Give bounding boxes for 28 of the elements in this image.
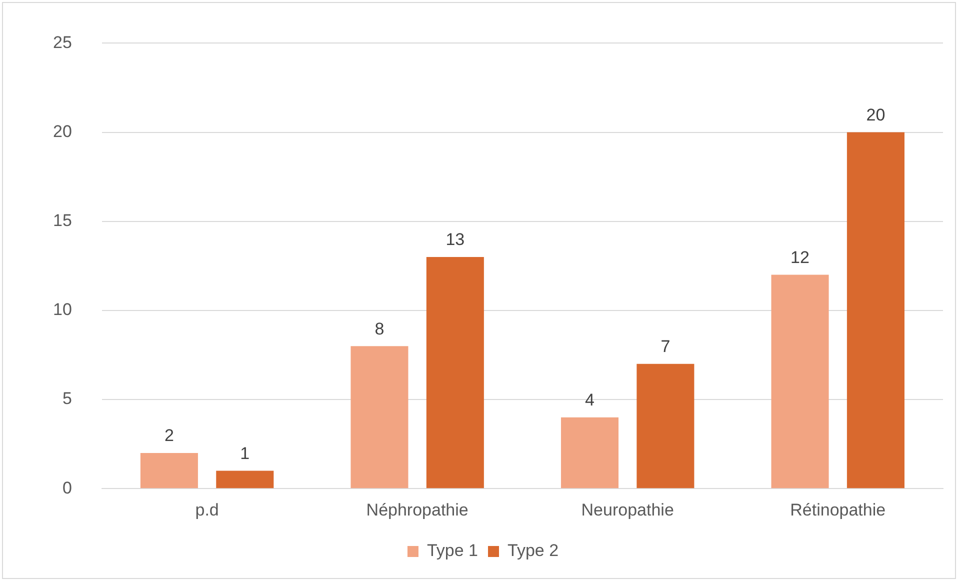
x-tick-label: Néphropathie <box>366 500 468 520</box>
legend-label: Type 1 <box>426 541 478 560</box>
bar <box>560 417 619 488</box>
data-label: 8 <box>374 319 384 338</box>
data-label: 1 <box>240 444 250 463</box>
legend-label: Type 2 <box>508 541 559 560</box>
y-tick-label: 10 <box>52 300 72 320</box>
bar <box>216 470 274 488</box>
bar <box>140 452 198 488</box>
y-tick-label: 20 <box>52 122 72 141</box>
bar <box>636 364 694 488</box>
bar <box>350 346 408 488</box>
bar <box>771 274 829 488</box>
data-label: 7 <box>660 337 670 356</box>
bar <box>426 256 484 488</box>
y-tick-label: 25 <box>52 32 72 52</box>
bar <box>846 132 904 488</box>
data-label: 20 <box>866 105 886 124</box>
x-tick-label: Neuropathie <box>581 500 674 520</box>
y-tick-label: 5 <box>62 389 72 408</box>
x-tick-label: Rétinopathie <box>790 500 886 520</box>
y-tick-label: 0 <box>62 478 72 498</box>
x-tick-label: p.d <box>195 500 219 520</box>
data-label: 12 <box>790 248 810 267</box>
data-label: 2 <box>164 426 174 446</box>
data-label: 13 <box>446 230 465 250</box>
y-tick-label: 15 <box>52 211 72 230</box>
data-label: 4 <box>585 390 594 410</box>
